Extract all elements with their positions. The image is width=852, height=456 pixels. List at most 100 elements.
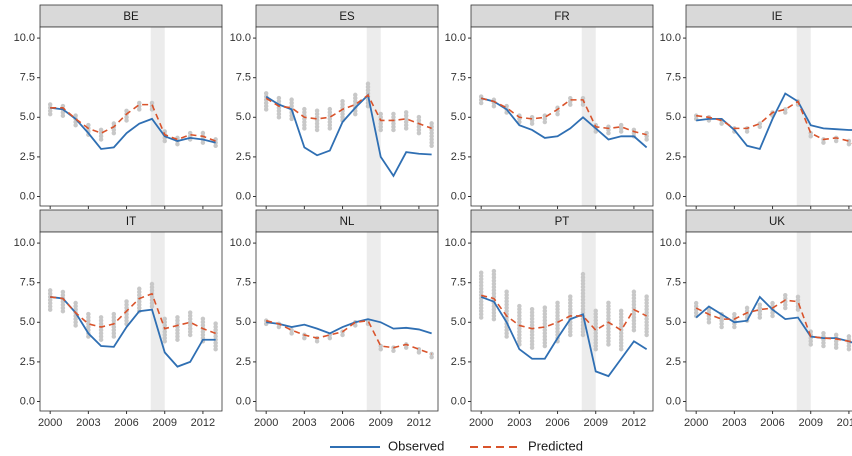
plot-border: [470, 26, 654, 207]
highlight-band: [581, 27, 596, 206]
predicted-line: [50, 103, 216, 142]
x-tick-label: 2009: [798, 417, 822, 429]
x-tick-label: 2003: [722, 417, 746, 429]
y-tick-label: 5.0: [666, 316, 681, 328]
y-tick-label: 10.0: [230, 32, 251, 44]
observed-line: [696, 92, 852, 151]
x-tick-label: 2000: [684, 417, 708, 429]
plot-area: [256, 232, 438, 411]
y-tick-label: 0.0: [20, 395, 35, 407]
plot-area: [686, 232, 852, 411]
y-tick-label: 10.0: [445, 32, 466, 44]
plot-border: [470, 231, 654, 412]
highlight-band: [796, 27, 811, 206]
observed-line: [266, 318, 432, 335]
plot-border: [255, 231, 439, 412]
y-tick-label: 10.0: [14, 32, 35, 44]
y-tick-label: 2.5: [451, 356, 466, 368]
x-tick-label: 2012: [191, 417, 215, 429]
y-tick-label: 2.5: [20, 356, 35, 368]
observed-line: [265, 93, 432, 178]
plot-area: [686, 27, 852, 206]
y-tick-label: 0.0: [451, 190, 466, 202]
x-tick-label: 2009: [368, 417, 392, 429]
y-tick-label: 2.5: [451, 151, 466, 163]
x-tick-label: 2009: [152, 417, 176, 429]
y-tick-label: 7.5: [451, 72, 466, 84]
x-tick-label: 2003: [292, 417, 316, 429]
y-tick-label: 5.0: [451, 316, 466, 328]
plot-border: [685, 231, 852, 412]
predicted-line: [696, 100, 852, 144]
x-tick-label: 2006: [330, 417, 354, 429]
y-tick-label: 10.0: [660, 32, 681, 44]
x-tick-label: 2012: [837, 417, 852, 429]
plot-area: [40, 27, 222, 206]
y-tick-label: 7.5: [20, 72, 35, 84]
predicted-line: [265, 319, 432, 355]
facet-title: NL: [340, 216, 355, 228]
y-tick-label: 2.5: [666, 356, 681, 368]
y-tick-label: 5.0: [20, 111, 35, 123]
y-tick-label: 7.5: [451, 277, 466, 289]
x-tick-label: 2009: [583, 417, 607, 429]
x-tick-label: 2012: [407, 417, 431, 429]
facet-title: ES: [339, 11, 355, 23]
y-tick-label: 0.0: [20, 190, 35, 202]
x-tick-label: 2006: [760, 417, 784, 429]
y-tick-label: 7.5: [666, 72, 681, 84]
x-tick-label: 2006: [545, 417, 569, 429]
y-tick-label: 5.0: [20, 316, 35, 328]
y-tick-label: 2.5: [20, 151, 35, 163]
y-tick-label: 10.0: [660, 237, 681, 249]
y-tick-label: 7.5: [236, 72, 251, 84]
y-tick-label: 0.0: [236, 190, 251, 202]
facet-title: IE: [772, 11, 783, 23]
plot-border: [39, 231, 223, 412]
y-tick-label: 10.0: [14, 237, 35, 249]
observed-line: [695, 295, 852, 344]
highlight-band: [150, 232, 165, 411]
y-tick-label: 5.0: [236, 316, 251, 328]
y-tick-label: 7.5: [236, 277, 251, 289]
y-tick-label: 0.0: [666, 395, 681, 407]
predicted-line: [50, 292, 216, 335]
highlight-band: [796, 232, 811, 411]
y-tick-label: 5.0: [451, 111, 466, 123]
observed-line: [480, 296, 648, 378]
plot-area: [471, 27, 653, 206]
facet-strip: [685, 4, 852, 28]
facet-title: UK: [769, 216, 785, 228]
observed-line: [480, 97, 648, 149]
highlight-band: [366, 232, 381, 411]
y-tick-label: 7.5: [666, 277, 681, 289]
y-tick-label: 5.0: [236, 111, 251, 123]
y-tick-label: 5.0: [666, 111, 681, 123]
facet-title: FR: [554, 11, 569, 23]
x-tick-label: 2000: [469, 417, 493, 429]
x-tick-label: 2000: [38, 417, 62, 429]
x-tick-label: 2000: [254, 417, 278, 429]
observed-line: [50, 296, 216, 368]
legend-label: Observed: [388, 438, 444, 453]
legend-label: Predicted: [528, 438, 583, 453]
y-tick-label: 2.5: [236, 151, 251, 163]
y-tick-label: 0.0: [451, 395, 466, 407]
plot-border: [255, 26, 439, 207]
x-tick-label: 2006: [114, 417, 138, 429]
highlight-band: [366, 27, 381, 206]
y-tick-label: 0.0: [236, 395, 251, 407]
x-tick-label: 2003: [76, 417, 100, 429]
x-tick-label: 2012: [622, 417, 646, 429]
predicted-line: [480, 294, 647, 332]
y-tick-label: 7.5: [20, 277, 35, 289]
y-tick-label: 2.5: [666, 151, 681, 163]
y-tick-label: 10.0: [445, 237, 466, 249]
plot-border: [685, 26, 852, 207]
facet-title: IT: [126, 216, 136, 228]
facet-title: PT: [555, 216, 570, 228]
x-tick-label: 2003: [507, 417, 531, 429]
predicted-line: [265, 93, 432, 130]
